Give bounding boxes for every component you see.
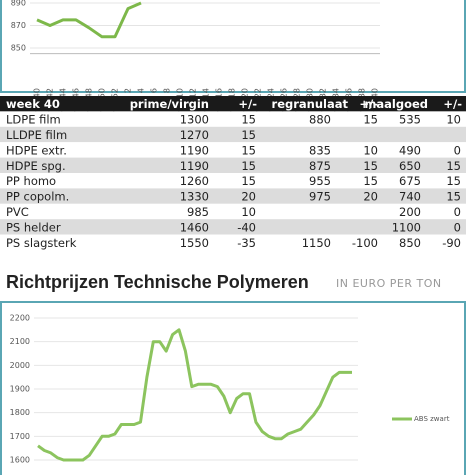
table-cell: 955 [309,174,331,188]
table-cell: 10 [363,143,378,157]
table-cell: 20 [363,190,378,204]
y-tick-label: 870 [11,21,26,30]
table-cell: 0 [454,143,461,157]
y-tick-label: 2000 [10,361,30,370]
table-row-bg [0,203,466,220]
table-cell: 875 [309,159,331,173]
table-row-bg [0,173,466,189]
table-cell: 15 [241,174,256,188]
table-cell: 15 [446,174,461,188]
y-tick-label: 1900 [10,385,30,394]
y-tick-label: 2200 [10,314,30,323]
table-cell: PS helder [6,220,61,234]
table-header: prime/virgin [130,97,209,111]
table-cell: 880 [309,113,331,127]
table-header: +/- [359,97,378,111]
table-cell: 1330 [180,190,209,204]
table-cell: 15 [446,159,461,173]
chart-subtitle: IN EURO PER TON [336,277,442,290]
table-cell: 1190 [180,159,209,173]
table-row-bg [0,219,466,235]
table-cell: 675 [399,174,421,188]
top-chart-frame [0,0,466,93]
table-cell: 650 [399,159,421,173]
table-cell: 10 [446,113,461,127]
table-row-bg [0,111,466,127]
y-tick-label: 850 [11,44,26,53]
table-cell: 1260 [180,174,209,188]
table-cell: 740 [399,190,421,204]
table-cell: 20 [241,190,256,204]
table-cell: 15 [363,174,378,188]
table-cell: 15 [241,159,256,173]
table-cell: LDPE film [6,113,61,127]
table-row-bg [0,157,466,173]
y-tick-label: 2100 [10,337,30,346]
table-cell: LLDPE film [6,128,67,142]
table-cell: 850 [399,236,421,250]
y-tick-label: 1700 [10,432,30,441]
y-tick-label: 1800 [10,408,30,417]
table-cell: 1300 [180,113,209,127]
table-cell: 0 [454,220,461,234]
table-cell: 1150 [302,236,331,250]
table-cell: PP homo [6,174,56,188]
table-cell: HDPE spg. [6,159,66,173]
table-header: week 40 [6,97,60,111]
table-cell: -35 [237,236,256,250]
table-cell: 985 [187,205,209,219]
table-cell: 1550 [180,236,209,250]
table-cell: PVC [6,205,29,219]
table-header: +/- [443,97,462,111]
table-cell: 15 [241,113,256,127]
y-tick-label: 890 [11,0,26,8]
table-cell: 835 [309,143,331,157]
table-cell: -90 [442,236,461,250]
table-header: maalgoed [364,97,428,111]
table-cell: 1100 [392,220,421,234]
table-header: +/- [238,97,257,111]
table-cell: PS slagsterk [6,236,77,250]
table-cell: 15 [241,143,256,157]
table-cell: 15 [363,113,378,127]
table-cell: -100 [352,236,378,250]
table-cell: 535 [399,113,421,127]
table-cell: 1460 [180,220,209,234]
table-cell: 1270 [180,128,209,142]
table-header: regranulaat [272,97,349,111]
table-row-bg [0,234,466,250]
price-line [36,1,142,39]
price-line [37,328,352,462]
table-row-bg [0,126,466,143]
table-cell: PP copolm. [6,190,69,204]
table-cell: 10 [241,205,256,219]
y-tick-label: 1600 [10,456,30,465]
table-row-bg [0,142,466,158]
table-cell: 200 [399,205,421,219]
table-cell: 975 [309,190,331,204]
table-cell: 15 [241,128,256,142]
table-header-bg [0,96,466,112]
table-cell: 0 [454,205,461,219]
table-cell: 490 [399,143,421,157]
table-cell: -40 [237,220,256,234]
chart-title: Richtprijzen Technische Polymeren [6,272,309,292]
bottom-chart-frame [0,301,466,475]
table-cell: 1190 [180,143,209,157]
table-row-bg [0,188,466,204]
table-cell: HDPE extr. [6,143,67,157]
table-cell: 15 [363,159,378,173]
legend-label: ABS zwart [414,415,450,423]
table-cell: 15 [446,190,461,204]
